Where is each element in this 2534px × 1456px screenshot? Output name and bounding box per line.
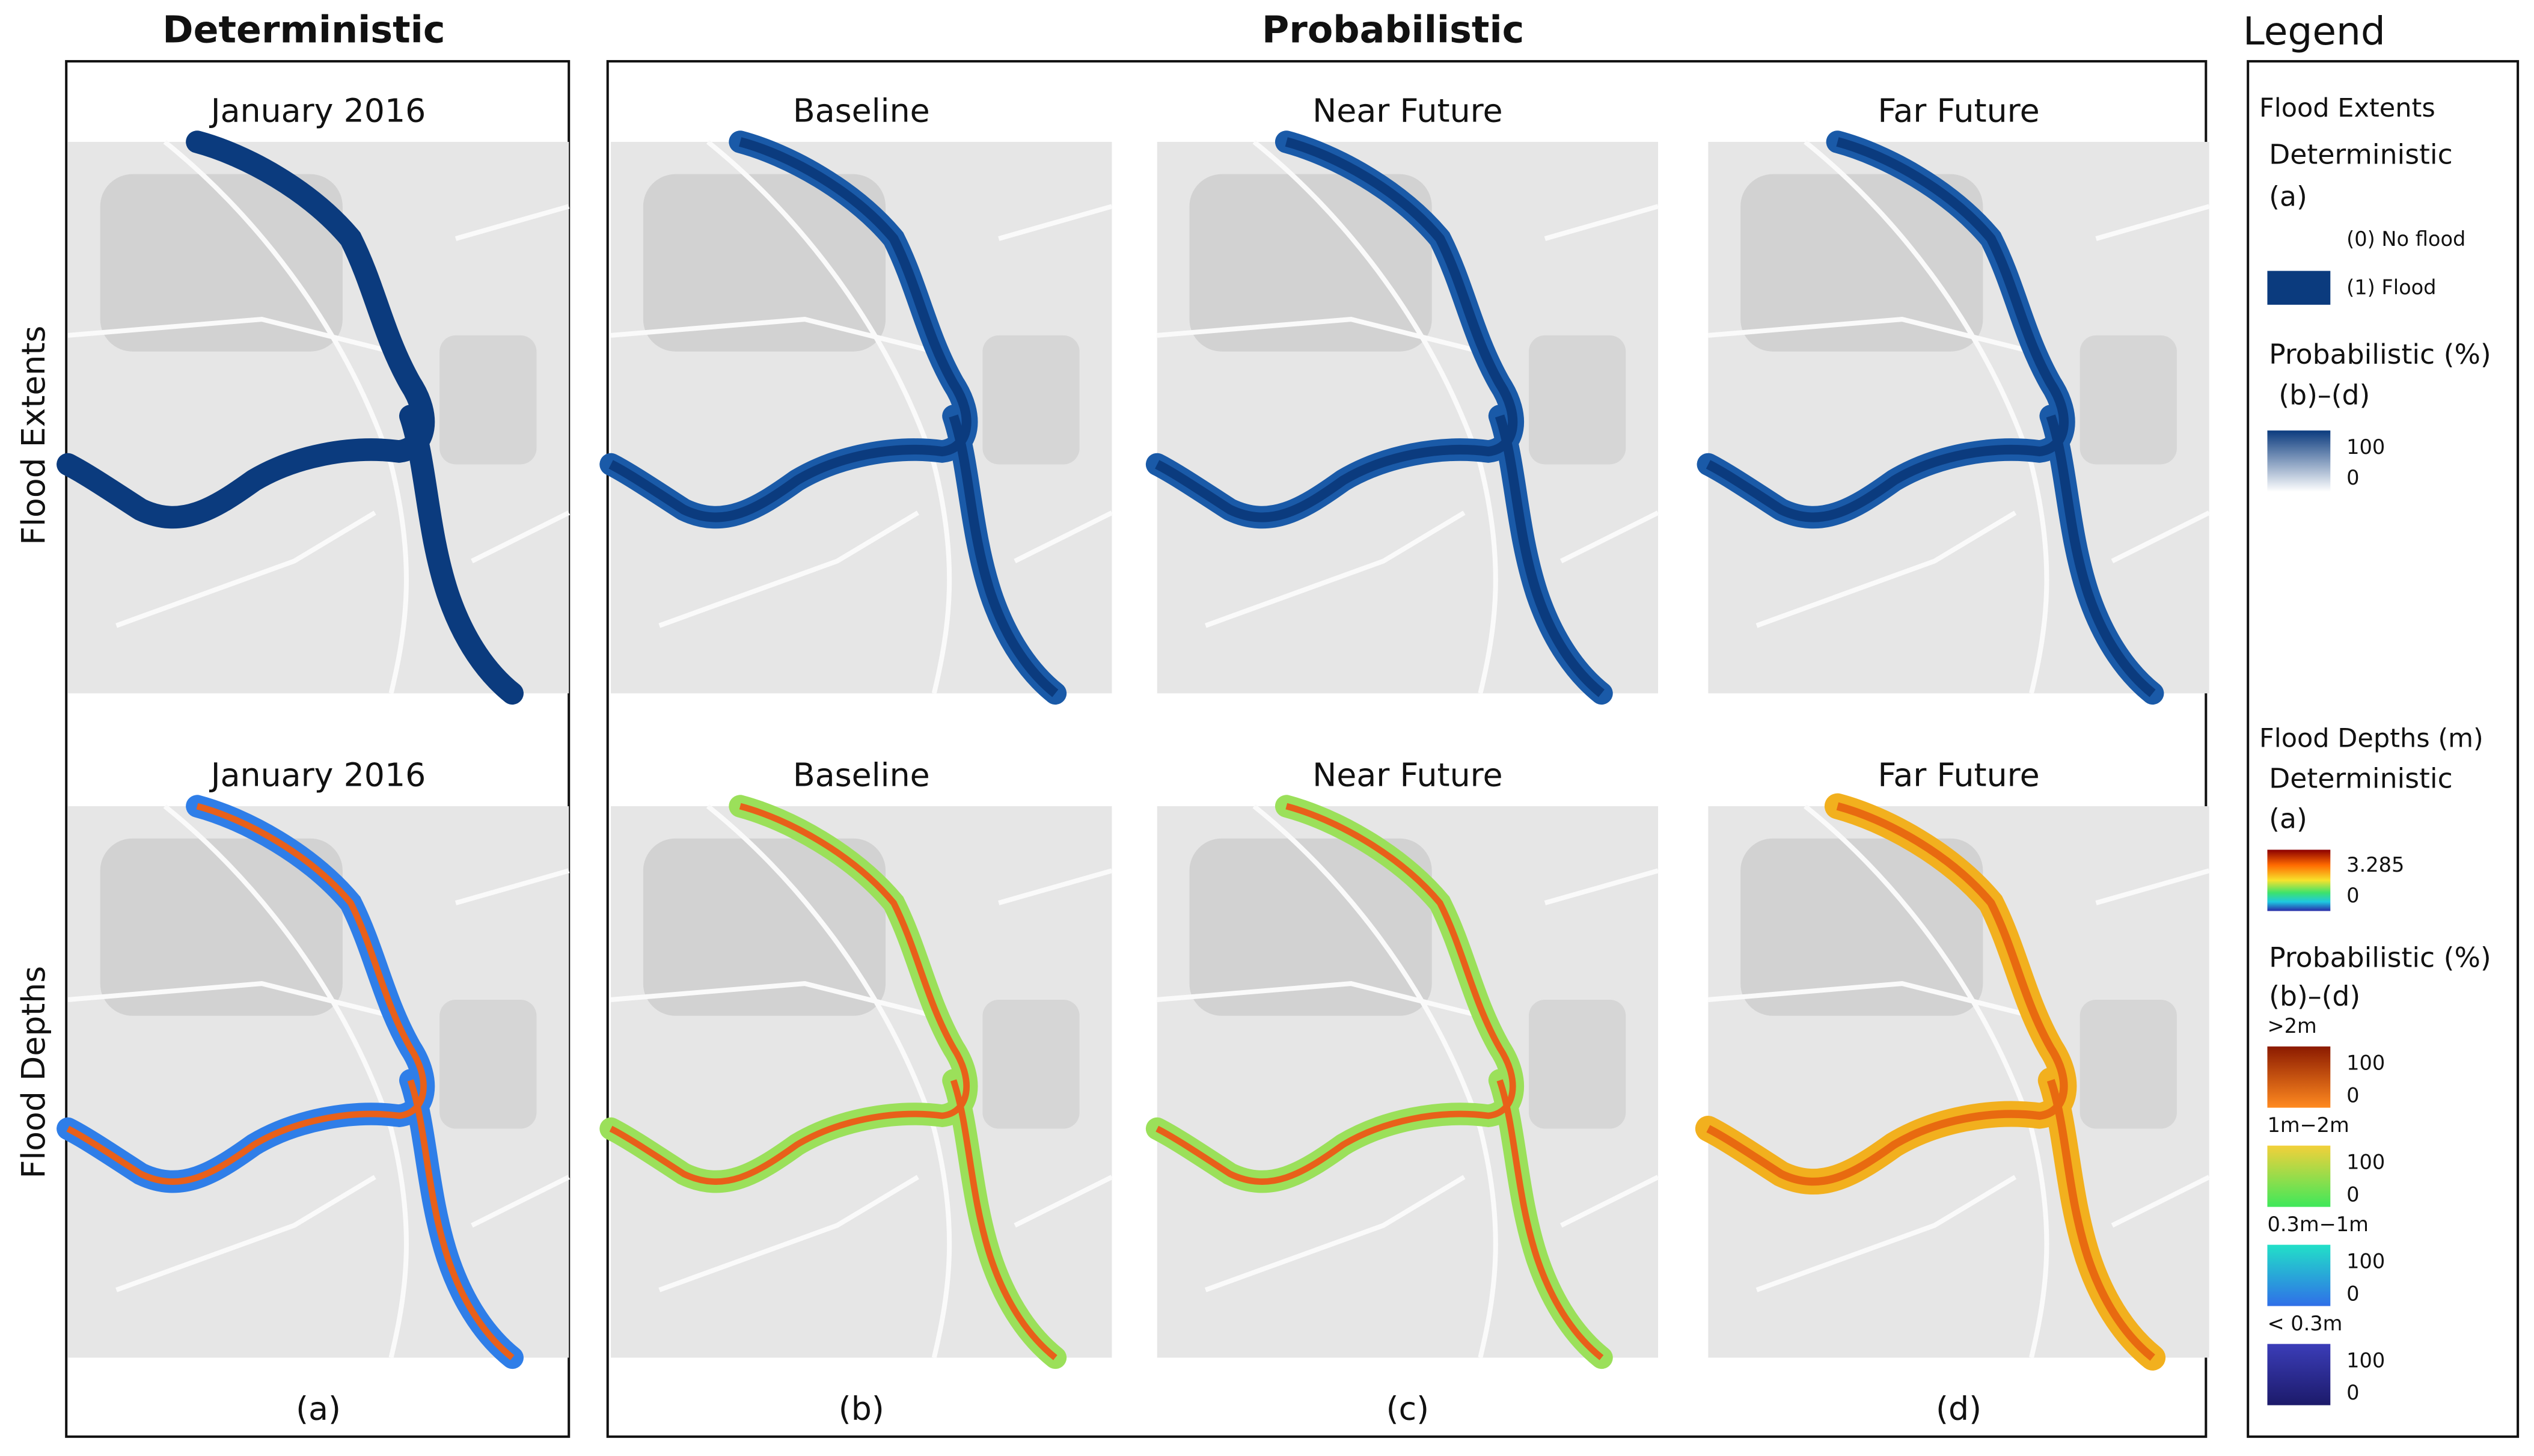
legend-text: 0 [2346,466,2359,489]
urban-area [1740,174,1983,352]
probabilistic-frame [606,60,2208,1438]
map [1157,142,1658,693]
urban-area [439,999,537,1129]
legend-text: >2m [2267,1014,2316,1038]
panel-title: Far Future [1878,91,2039,129]
legend-text: 100 [2346,435,2385,459]
legend-frame [2247,60,2520,1438]
urban-area [1740,838,1983,1016]
legend-text: 0 [2346,1282,2359,1305]
legend-text: Deterministic [2269,139,2453,171]
legend-text: Probabilistic (%) [2269,338,2491,370]
legend-text: (b)–(d) [2269,980,2360,1012]
legend-ramp [2267,1145,2331,1207]
legend-text: (b)–(d) [2278,379,2370,411]
row-label: Flood Depths [14,966,52,1179]
legend-text: < 0.3m [2267,1312,2342,1335]
urban-area [643,174,886,352]
urban-area [1528,335,1626,465]
deterministic-frame [65,60,571,1438]
legend-ramp [2267,1344,2331,1406]
legend-heading: Flood Extents [2259,93,2435,123]
panel-title: Far Future [1878,756,2039,794]
urban-area [439,335,537,465]
panel-title: Near Future [1312,756,1503,794]
panel-title: January 2016 [209,91,426,129]
urban-area [1528,999,1626,1129]
panel-title: Baseline [793,756,930,794]
panel-letter: (a) [296,1390,341,1428]
legend-text: Probabilistic (%) [2269,941,2491,973]
map [611,806,1112,1357]
legend-text: 100 [2346,1250,2385,1273]
legend-text: 0.3m−1m [2267,1213,2368,1236]
map [1708,806,2209,1357]
legend-ramp [2267,849,2331,911]
map [68,806,569,1357]
map [1157,806,1658,1357]
urban-area [2080,999,2177,1129]
legend: Flood Extents Deterministic (a) (0) No f… [2259,93,2491,1406]
legend-text: (1) Flood [2346,276,2436,299]
urban-area [100,838,343,1016]
header: Legend [2243,9,2386,54]
header: Probabilistic [1262,8,1524,52]
legend-text: 0 [2346,1083,2359,1107]
legend-text: 1m−2m [2267,1113,2349,1137]
row-label: Flood Extents [14,326,52,545]
header: Deterministic [162,8,445,52]
legend-text: 100 [2346,1151,2385,1174]
panel-title: Near Future [1312,91,1503,129]
urban-area [982,335,1080,465]
panel-title: January 2016 [209,756,426,794]
panel-title: Baseline [793,91,930,129]
legend-swatch [2267,271,2331,305]
legend-ramp [2267,1046,2331,1108]
frames [65,60,2520,1438]
legend-text: (a) [2269,180,2307,212]
legend-text: 100 [2346,1349,2385,1372]
map [611,142,1112,693]
panel-letter: (c) [1386,1390,1430,1428]
urban-area [1189,174,1432,352]
legend-heading: Flood Depths (m) [2259,724,2484,754]
urban-area [100,174,343,352]
map [1708,142,2209,693]
legend-text: (0) No flood [2346,227,2465,251]
urban-area [643,838,886,1016]
legend-text: 100 [2346,1051,2385,1075]
legend-ramp [2267,430,2331,492]
legend-text: 3.285 [2346,853,2404,876]
legend-text: Deterministic [2269,763,2453,795]
legend-text: 0 [2346,1182,2359,1206]
panels: January 2016 Baseline Near Future Far Futur… [68,91,2209,1428]
legend-text: (a) [2269,803,2307,835]
urban-area [1189,838,1432,1016]
map [68,142,569,693]
panel-letter: (b) [839,1390,884,1428]
panel-letter: (d) [1936,1390,1982,1428]
legend-ramp [2267,1244,2331,1306]
urban-area [2080,335,2177,465]
urban-area [982,999,1080,1129]
legend-text: 0 [2346,1381,2359,1404]
legend-text: 0 [2346,884,2359,907]
